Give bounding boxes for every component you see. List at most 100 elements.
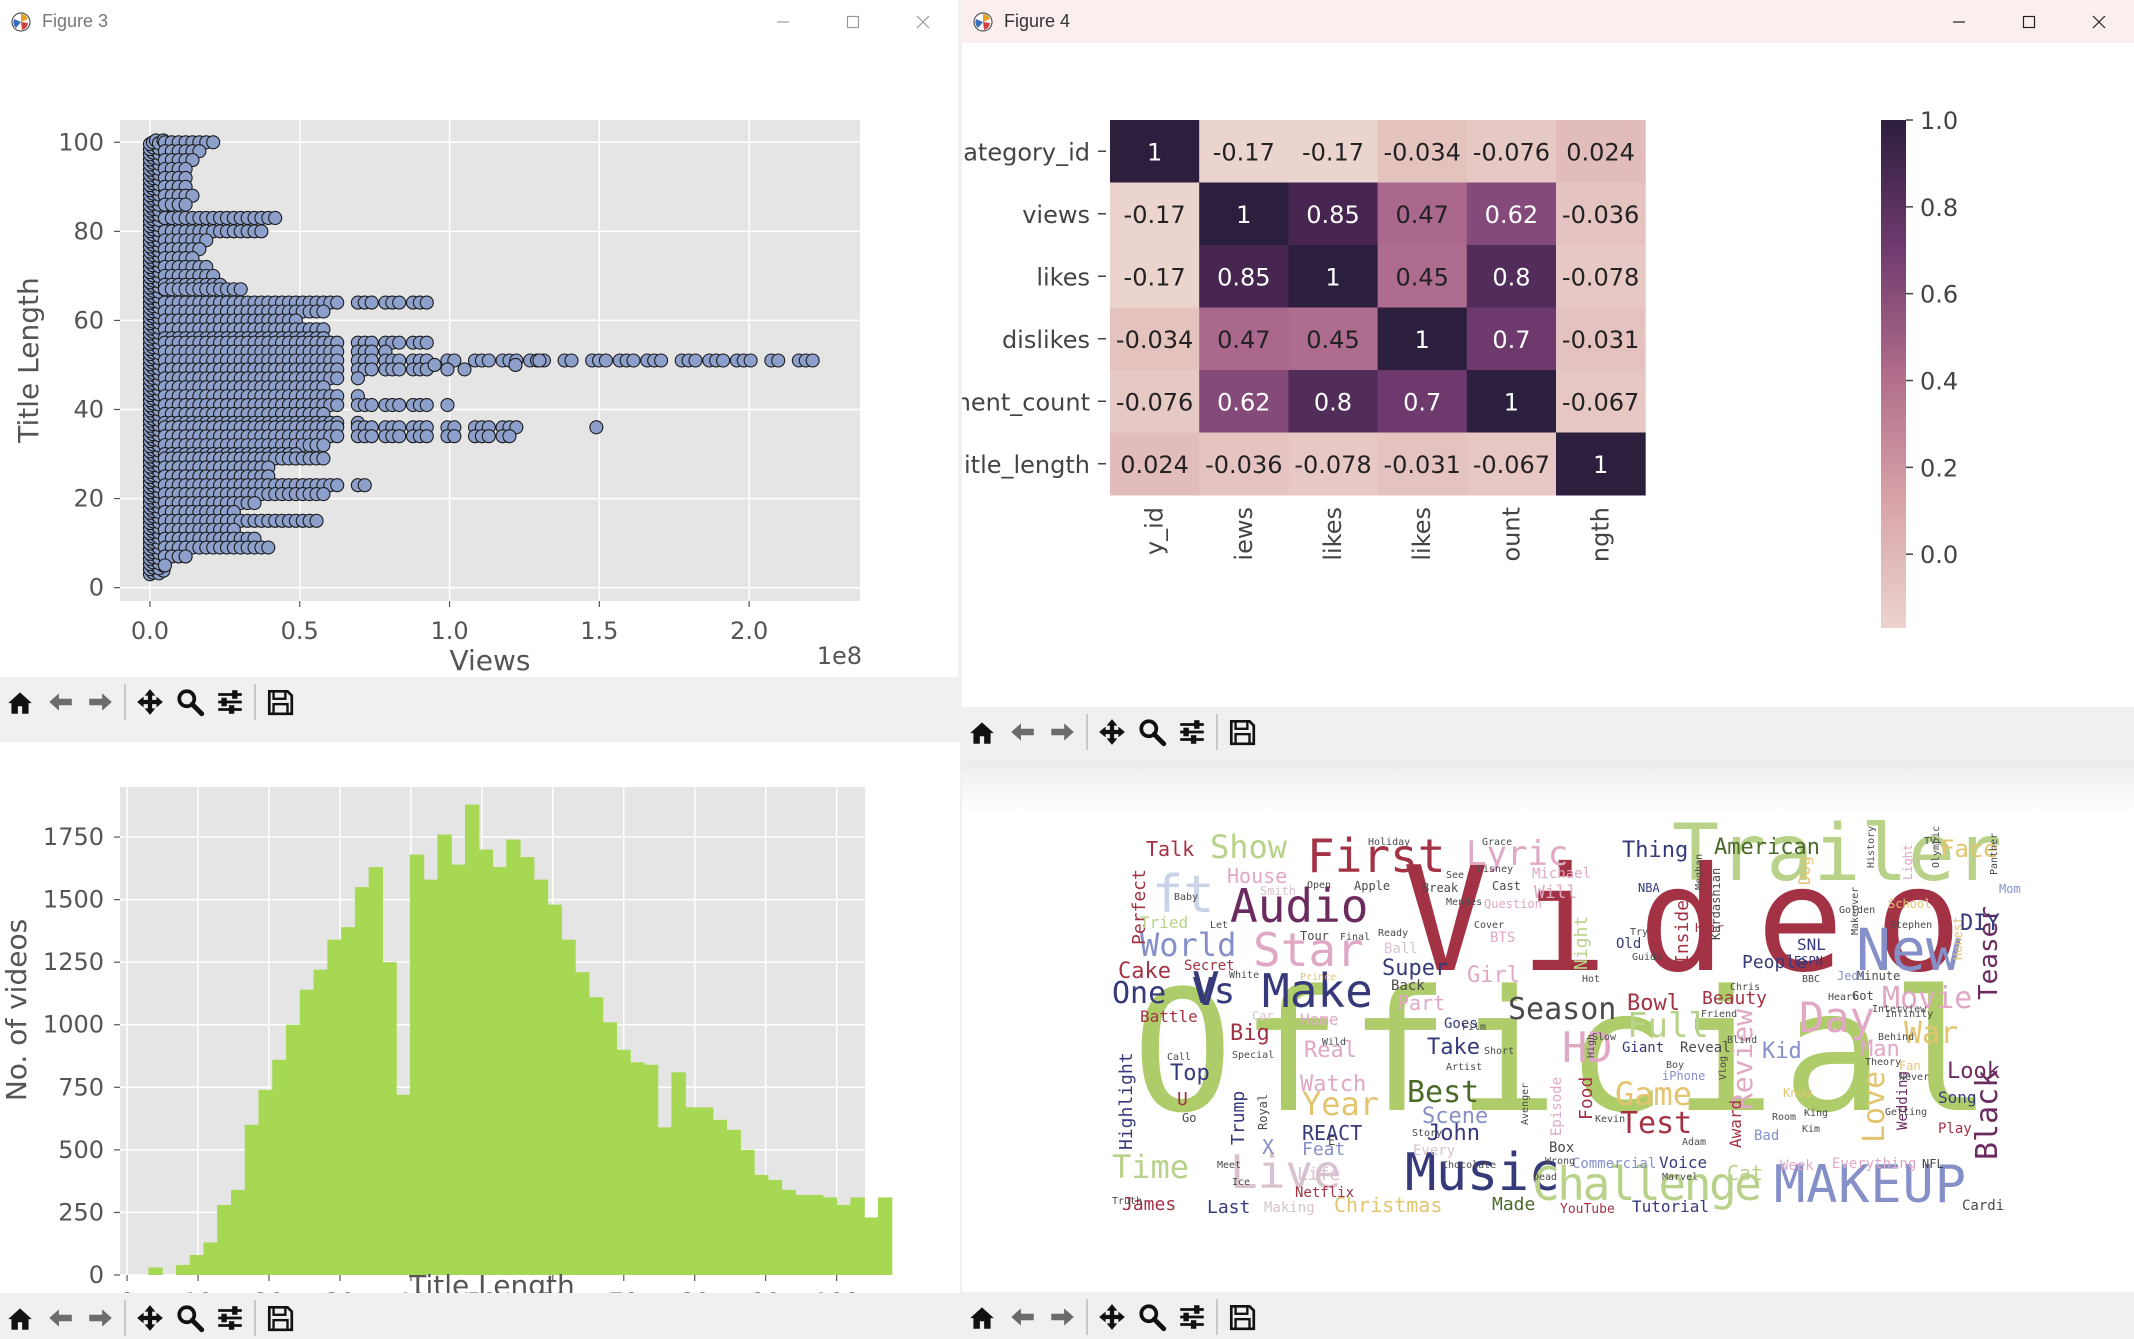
histogram-x-axis-label: Title Length (408, 1269, 574, 1294)
configure-sliders-button[interactable] (210, 1298, 250, 1338)
histogram-bar (506, 839, 521, 1275)
save-floppy-button[interactable] (1222, 1297, 1262, 1337)
histogram-bar (230, 1189, 246, 1275)
scatter-plot-canvas[interactable]: 0.0 0.5 1.0 1.5 2.0 0 20 40 60 80 100 Views Title … (0, 43, 958, 677)
wordcloud-window: Official Video Trailer Music MAKEUP New Challe… (962, 760, 2134, 1339)
colorbar-tick-label: 0.8 (1920, 194, 1958, 222)
forward-arrow-button[interactable] (80, 1298, 120, 1338)
wordcloud-word: Will (1534, 882, 1577, 903)
heatmap-cell-annotation: -0.034 (1116, 326, 1193, 354)
heatmap-cell-annotation: 1 (1325, 263, 1340, 291)
maximize-button[interactable] (818, 0, 888, 43)
pan-move-button[interactable] (1092, 1297, 1132, 1337)
pan-move-button[interactable] (1092, 712, 1132, 752)
scatter-y-tick-label: 20 (73, 485, 104, 513)
wordcloud-word: Review (1726, 1009, 1759, 1110)
back-arrow-button[interactable] (1002, 712, 1042, 752)
heatmap-cell (1288, 245, 1379, 308)
save-floppy-button[interactable] (260, 682, 300, 722)
toolbar-separator (1216, 1299, 1218, 1335)
home-button[interactable] (0, 1298, 40, 1338)
minimize-button[interactable] (1924, 0, 1994, 43)
histogram-canvas[interactable]: 0102030405060708090100025050075010001250… (0, 742, 960, 1294)
colorbar-tick-label: 0.4 (1920, 368, 1958, 396)
wordcloud-word: Avenger (1520, 1083, 1531, 1125)
wordcloud-word: War (1904, 1016, 1958, 1051)
histogram-bar (616, 1049, 631, 1275)
forward-arrow-button[interactable] (1042, 1297, 1082, 1337)
maximize-button[interactable] (1994, 0, 2064, 43)
wordcloud-word: Chocolate (1442, 1160, 1496, 1171)
close-button[interactable] (2064, 0, 2134, 43)
scatter-x-offset-label: 1e8 (817, 642, 862, 670)
wordcloud-word: HD (1562, 1023, 1613, 1072)
home-button[interactable] (962, 1297, 1002, 1337)
minimize-button[interactable] (748, 0, 818, 43)
wordcloud-word: Cat (1727, 1161, 1763, 1185)
heatmap-cell-annotation: 0.62 (1217, 388, 1270, 416)
configure-sliders-button[interactable] (1172, 1297, 1212, 1337)
wordcloud-word: iPhone (1662, 1069, 1705, 1083)
back-arrow-button[interactable] (40, 1298, 80, 1338)
scatter-point (654, 353, 669, 368)
back-arrow-icon (49, 1309, 72, 1327)
figure4-titlebar[interactable]: Figure 4 (962, 0, 2134, 43)
scatter-y-axis-label: Title Length (12, 277, 45, 443)
zoom-magnifier-button[interactable] (170, 1298, 210, 1338)
save-floppy-button[interactable] (260, 1298, 300, 1338)
histogram-x-tick-label: 10 (183, 1288, 214, 1294)
maximize-icon (846, 15, 860, 28)
configure-sliders-button[interactable] (210, 682, 250, 722)
pan-move-button[interactable] (130, 1298, 170, 1338)
figure3-titlebar[interactable]: Figure 3 (0, 0, 958, 43)
wordcloud-word: American (1714, 835, 1820, 860)
wordcloud-word: Fan (1899, 1059, 1921, 1073)
wordcloud-word: Night (1571, 916, 1592, 970)
wordcloud-word: Kim (1802, 1124, 1820, 1135)
heatmap-canvas[interactable]: 1 -0.17 -0.17 -0.034 -0.076 0.024 -0.17 1 0.85 0.… (962, 43, 2134, 707)
home-button[interactable] (0, 682, 40, 722)
pan-move-icon (137, 1305, 163, 1331)
zoom-magnifier-icon (1139, 1304, 1167, 1332)
colorbar-ticks: 1.0 0.8 0.6 0.4 0.2 0.0 (1906, 107, 1958, 569)
wordcloud-word: X (1262, 1135, 1274, 1159)
heatmap-row-label: ategory_id (963, 138, 1090, 166)
configure-sliders-icon (1180, 1305, 1204, 1329)
forward-arrow-icon (89, 1309, 112, 1327)
forward-arrow-button[interactable] (1042, 712, 1082, 752)
histogram-x-tick-label: 30 (325, 1288, 356, 1294)
scatter-point (261, 540, 276, 555)
configure-sliders-button[interactable] (1172, 712, 1212, 752)
histogram-bar (464, 804, 480, 1275)
heatmap-cell (1556, 370, 1646, 433)
heatmap-row-label: views (1022, 201, 1090, 229)
heatmap-cell (1377, 182, 1468, 246)
save-floppy-button[interactable] (1222, 712, 1262, 752)
scatter-point (419, 295, 434, 310)
colorbar-tick-label: 0.6 (1920, 281, 1958, 309)
wordcloud-word: Ice (1232, 1177, 1250, 1188)
heatmap-cell (1199, 370, 1289, 433)
close-button[interactable] (888, 0, 958, 43)
heatmap-cell (1556, 432, 1646, 496)
pan-move-button[interactable] (130, 682, 170, 722)
heatmap-column-label: ngth (1587, 507, 1615, 562)
forward-arrow-button[interactable] (80, 682, 120, 722)
histogram-bar (602, 1022, 617, 1275)
heatmap-cell (1110, 370, 1200, 433)
zoom-magnifier-button[interactable] (1132, 1297, 1172, 1337)
wordcloud-word: Room (1772, 1112, 1796, 1123)
wordcloud-word: Star (1253, 923, 1364, 977)
back-arrow-button[interactable] (40, 682, 80, 722)
zoom-magnifier-button[interactable] (1132, 712, 1172, 752)
histogram-bar (451, 864, 466, 1275)
histogram-x-tick-label: 50 (467, 1288, 498, 1294)
zoom-magnifier-button[interactable] (170, 682, 210, 722)
histogram-x-tick-label: 20 (254, 1288, 285, 1294)
back-arrow-button[interactable] (1002, 1297, 1042, 1337)
wordcloud-word: Make (1262, 964, 1373, 1018)
heatmap-cell-annotation: 0.47 (1395, 201, 1448, 229)
home-button[interactable] (962, 712, 1002, 752)
wordcloud-word: Vs (1192, 971, 1235, 1012)
